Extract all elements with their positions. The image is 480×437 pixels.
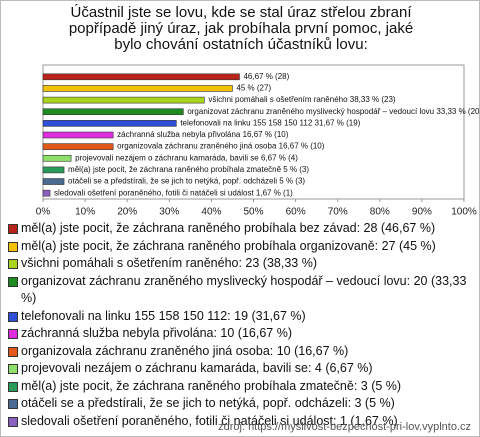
chart: 0% 10% 20% 30% 40% 50% 60% 70% 80% 90% 100% 46,67 %…: [36, 64, 479, 216]
legend-label: měl(a) jste pocit, že záchrana raněného …: [21, 378, 402, 393]
legend-label: otáčeli se a předstírali, že se jich to …: [21, 396, 395, 410]
legend-entry: měl(a) jste pocit, že záchrana raněného …: [7, 220, 475, 238]
bar: [42, 96, 205, 104]
bar: [42, 154, 72, 162]
bar: [42, 131, 114, 139]
bar-label: organizovat záchranu zraněného mysliveck…: [187, 107, 479, 116]
legend-entry: otáčeli se a předstírali, že se jich to …: [7, 395, 475, 413]
legend-swatch: [8, 364, 18, 374]
legend-swatch: [8, 259, 18, 269]
legend-entry: měl(a) jste pocit, že záchrana raněného …: [7, 378, 475, 396]
legend-label: všichni pomáhali s ošetřením raněného: 2…: [21, 256, 317, 270]
bar: [42, 85, 233, 92]
legend-entry: měl(a) jste pocit, že záchrana raněného …: [7, 238, 475, 256]
legend-label: měl(a) jste pocit, že záchrana raněného …: [21, 221, 436, 235]
legend-entry: organizovala záchranu zraněného jiná oso…: [7, 343, 475, 361]
x-tick-label: 30%: [159, 207, 179, 216]
legend-label: telefonovali na linku 155 158 150 112: 1…: [21, 308, 306, 323]
legend-entry: záchranná služba nebyla přivolána: 10 (1…: [7, 325, 475, 343]
source: zdroj: https://myslivost-bezpecnost-pri-…: [218, 421, 471, 433]
legend-swatch: [8, 241, 18, 252]
legend-swatch: [8, 311, 18, 322]
legend-label: organizovat záchranu zraněného mysliveck…: [21, 273, 467, 306]
legend-entry: organizovat záchranu zraněného mysliveck…: [7, 273, 475, 308]
x-tick-label: 40%: [201, 207, 221, 216]
bar-label: telefonovali na linku 155 158 150 112 31…: [180, 118, 360, 127]
legend-swatch: [8, 416, 18, 427]
bar: [42, 73, 240, 81]
bar-label: záchranná služba nebyla přivolána 16,67 …: [117, 130, 289, 139]
legend-label: projevovali nezájem o záchranu kamaráda,…: [21, 361, 373, 375]
bar: [42, 143, 114, 150]
legend-label: měl(a) jste pocit, že záchrana raněného …: [21, 238, 436, 253]
chart-title: Účastnil jste se lovu, kde se stal úraz …: [68, 4, 414, 53]
legend-label: záchranná služba nebyla přivolána: 10 (1…: [21, 326, 293, 340]
x-tick-label: 90%: [412, 207, 432, 216]
bar: [42, 178, 65, 185]
x-tick-label: 20%: [117, 207, 137, 216]
legend-entry: projevovali nezájem o záchranu kamaráda,…: [7, 360, 475, 378]
bar-label: organizovala záchranu zraněného jiná oso…: [117, 142, 325, 151]
bar: [42, 108, 184, 116]
x-tick-label: 70%: [328, 207, 348, 216]
legend-swatch: [8, 399, 18, 409]
bar: [42, 120, 177, 127]
bar-label: měl(a) jste pocit, že záchrana raněného …: [68, 165, 309, 174]
x-tick-label: 60%: [286, 207, 306, 216]
bar: [42, 166, 65, 174]
legend-label: sledovali ošetření poraněného, fotili či…: [21, 413, 398, 428]
legend-entry: všichni pomáhali s ošetřením raněného: 2…: [7, 255, 475, 273]
legend-label: organizovala záchranu zraněného jiná oso…: [21, 343, 349, 358]
bar-label: 45 % (27): [236, 84, 271, 93]
bar-label: otáčeli se a předstírali, že se jich to …: [68, 177, 305, 186]
bar-label: sledovali ošetření poraněného, fotili či…: [54, 188, 293, 197]
bar-label: projevovali nezájem o záchranu kamaráda,…: [75, 153, 298, 162]
legend: měl(a) jste pocit, že záchrana raněného …: [7, 220, 475, 430]
x-tick-label: 50%: [243, 207, 263, 216]
legend-entry: sledovali ošetření poraněného, fotili či…: [7, 413, 475, 431]
bar-label: všichni pomáhali s ošetřením raněného 38…: [208, 95, 396, 104]
legend-swatch: [8, 329, 18, 339]
x-tick-label: 10%: [75, 207, 95, 216]
x-tick-label: 80%: [370, 207, 390, 216]
legend-swatch: [8, 381, 18, 392]
legend-swatch: [8, 276, 18, 287]
x-tick-label: 0%: [36, 207, 51, 216]
bar: [42, 189, 51, 197]
bar-label: 46,67 % (28): [243, 72, 289, 81]
legend-entry: telefonovali na linku 155 158 150 112: 1…: [7, 308, 475, 326]
legend-swatch: [8, 346, 18, 357]
legend-swatch: [8, 224, 18, 234]
x-tick-label: 100%: [451, 207, 477, 216]
